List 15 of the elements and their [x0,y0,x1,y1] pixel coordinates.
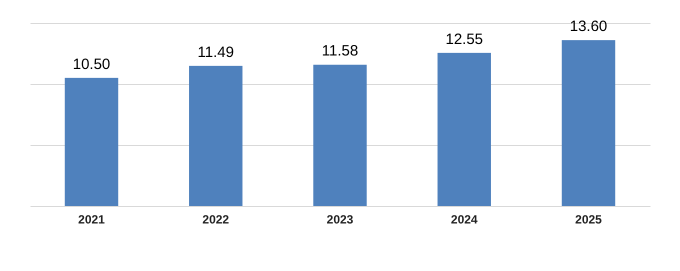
bar [189,66,242,206]
bar [438,52,491,206]
x-tick-label: 2023 [326,212,354,226]
data-label: 10.50 [72,56,110,73]
bar [64,78,118,206]
data-label: 11.49 [198,44,234,61]
data-label: 11.58 [322,42,358,60]
x-tick-label: 2022 [202,212,230,226]
data-label: 13.60 [570,18,608,36]
bar [562,40,616,206]
data-label: 12.55 [445,30,484,48]
x-tick-label: 2025 [575,212,602,226]
bar [313,64,367,206]
x-tick-label: 2021 [78,212,106,226]
x-tick-label: 2024 [450,212,478,226]
